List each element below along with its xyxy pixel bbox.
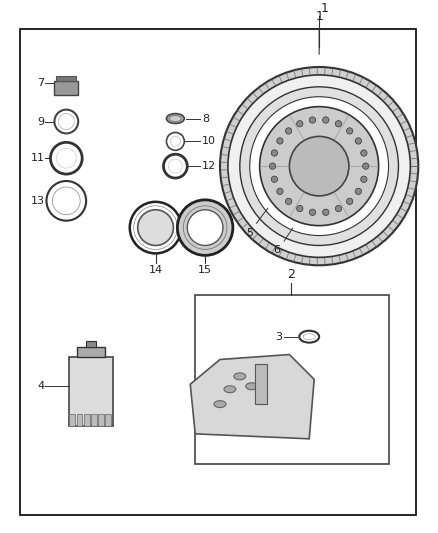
Bar	[54, 81, 78, 95]
Ellipse shape	[166, 114, 184, 124]
Circle shape	[360, 176, 367, 182]
Circle shape	[277, 188, 283, 195]
Text: 8: 8	[202, 114, 209, 124]
Circle shape	[277, 138, 283, 144]
Circle shape	[336, 205, 342, 212]
Bar	[84, 414, 90, 426]
Circle shape	[169, 159, 182, 173]
Bar	[98, 414, 104, 426]
Circle shape	[177, 200, 233, 255]
Circle shape	[220, 67, 418, 265]
Circle shape	[53, 187, 80, 215]
Text: 9: 9	[37, 117, 45, 126]
Text: 5: 5	[246, 228, 253, 238]
Circle shape	[286, 198, 292, 205]
Circle shape	[309, 117, 316, 123]
Bar	[106, 414, 111, 426]
Ellipse shape	[299, 331, 319, 343]
Ellipse shape	[170, 116, 181, 122]
Circle shape	[271, 150, 278, 156]
Text: 14: 14	[148, 265, 162, 276]
Circle shape	[250, 97, 389, 236]
Circle shape	[355, 188, 361, 195]
Circle shape	[336, 120, 342, 127]
Circle shape	[360, 150, 367, 156]
Circle shape	[269, 163, 276, 169]
Text: 6: 6	[273, 246, 280, 255]
Circle shape	[58, 114, 74, 130]
Circle shape	[297, 205, 303, 212]
Text: 1: 1	[321, 3, 329, 15]
Circle shape	[355, 138, 361, 144]
Bar	[77, 414, 82, 426]
Circle shape	[54, 110, 78, 133]
Circle shape	[271, 176, 278, 182]
Circle shape	[323, 117, 329, 123]
Circle shape	[57, 148, 76, 168]
Circle shape	[323, 209, 329, 215]
Bar	[91, 414, 97, 426]
Circle shape	[138, 210, 173, 246]
Text: 7: 7	[37, 78, 45, 88]
Text: 1: 1	[315, 10, 323, 23]
Circle shape	[228, 75, 410, 257]
Circle shape	[50, 142, 82, 174]
Bar	[77, 346, 105, 357]
Ellipse shape	[256, 395, 268, 402]
Bar	[69, 357, 113, 426]
Circle shape	[290, 136, 349, 196]
Bar	[57, 76, 76, 81]
Ellipse shape	[303, 334, 315, 340]
Polygon shape	[190, 354, 314, 439]
Circle shape	[260, 107, 378, 225]
Bar	[195, 295, 389, 464]
Text: 12: 12	[202, 161, 216, 171]
Ellipse shape	[234, 373, 246, 380]
Text: 13: 13	[31, 196, 45, 206]
Ellipse shape	[224, 386, 236, 393]
Circle shape	[363, 163, 369, 169]
Circle shape	[286, 128, 292, 134]
Text: 2: 2	[287, 268, 295, 281]
Text: 10: 10	[202, 136, 216, 147]
Bar	[69, 414, 75, 426]
Circle shape	[130, 202, 181, 253]
Text: 15: 15	[198, 265, 212, 276]
Bar	[86, 341, 96, 346]
Circle shape	[346, 198, 353, 205]
Circle shape	[240, 87, 399, 246]
Ellipse shape	[246, 383, 258, 390]
Circle shape	[170, 136, 180, 147]
Circle shape	[346, 128, 353, 134]
Bar	[254, 365, 267, 404]
Text: 11: 11	[31, 153, 45, 163]
Text: 4: 4	[37, 381, 45, 391]
Circle shape	[166, 132, 184, 150]
Text: 3: 3	[276, 332, 283, 342]
Circle shape	[163, 154, 187, 178]
Ellipse shape	[214, 401, 226, 408]
Circle shape	[297, 120, 303, 127]
Circle shape	[187, 210, 223, 246]
Circle shape	[309, 209, 316, 215]
Circle shape	[46, 181, 86, 221]
